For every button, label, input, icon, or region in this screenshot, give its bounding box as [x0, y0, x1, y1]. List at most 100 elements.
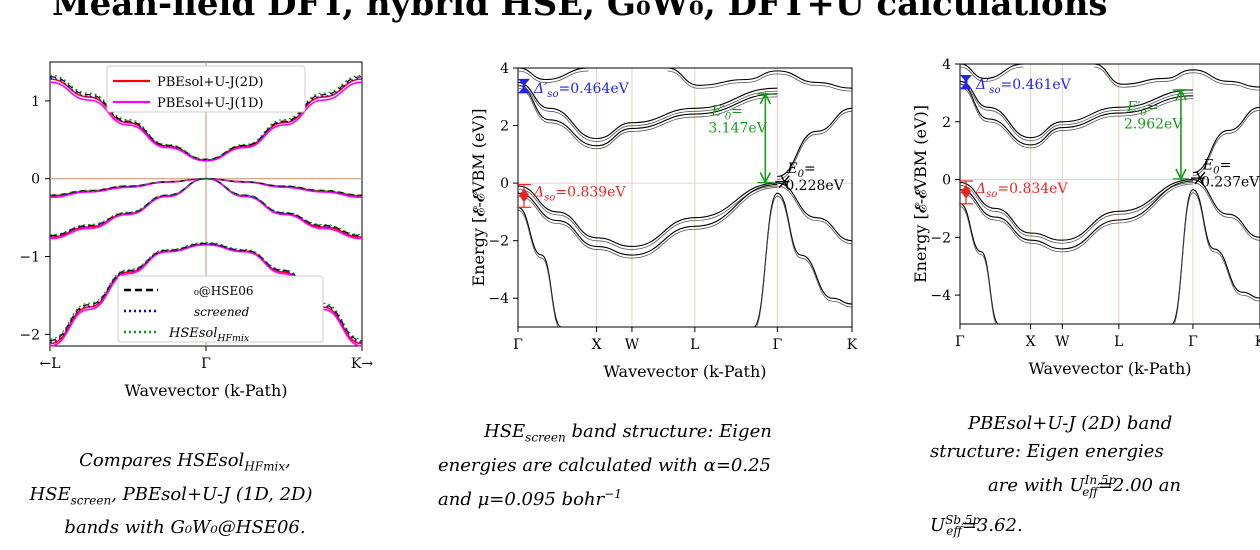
- xtick-label-1: ←L: [39, 356, 60, 372]
- ytick-label-1: −2: [19, 327, 40, 343]
- caption-2: HSEscreen band structure: Eigen energies…: [438, 418, 772, 514]
- plot-frame: [959, 63, 1260, 325]
- caption-2-line1-suffix: band structure: Eigen: [565, 421, 772, 442]
- caption-2-line3-sup: −1: [604, 486, 622, 501]
- gap-head: [759, 92, 772, 105]
- band-line: [1173, 192, 1260, 324]
- xtick-label: W: [625, 337, 640, 353]
- legend-bottom-1: [117, 275, 324, 343]
- e0-label: E0=: [1202, 157, 1231, 176]
- gap-head: [1175, 88, 1187, 101]
- band-line: [518, 68, 589, 81]
- band-line: [1192, 109, 1260, 177]
- band-line: [518, 187, 778, 259]
- e0-value: 0.228eV: [785, 178, 844, 194]
- xlabel: Wavevector (k-Path): [1029, 359, 1192, 378]
- gap-value: 2.962eV: [1124, 117, 1183, 133]
- caption-3-line2: structure: Eigen energies: [930, 441, 1164, 462]
- page-title: Mean-field DFT, hybrid HSE, G₀W₀, DFT+U …: [52, 0, 1108, 24]
- caption-1-line2-prefix: HSE: [29, 483, 71, 505]
- ytick-label: −2: [930, 230, 951, 246]
- band-line: [960, 202, 1000, 324]
- caption-1-line3: bands with G₀W₀@HSE06.: [64, 517, 306, 539]
- band-line: [960, 206, 997, 324]
- band-line-1: [49, 178, 363, 237]
- caption-3-line1: PBEsol+U-J (2D) band: [968, 413, 1173, 434]
- xtick-label: Γ: [955, 334, 965, 350]
- so-prime-head: [960, 82, 972, 90]
- caption-1-line2-sub: screen: [70, 493, 112, 508]
- legend-label-1: ₀@HSE06: [194, 284, 254, 298]
- band-line: [960, 183, 1193, 253]
- band-line: [518, 209, 559, 327]
- xtick-label: Γ: [772, 337, 782, 353]
- ytick-label: 4: [500, 61, 509, 77]
- xtick-label-1: K→: [351, 356, 373, 372]
- band-line: [777, 185, 852, 245]
- caption-3-line3: are with U: [988, 475, 1085, 496]
- band-line: [518, 70, 589, 83]
- caption-3-line3-suffix: =2.00 an: [1097, 475, 1182, 496]
- so-diamond: [961, 184, 971, 199]
- e0-mark: [778, 175, 790, 189]
- band-line: [960, 180, 1193, 250]
- band-line: [518, 182, 778, 247]
- band-line: [1192, 182, 1260, 241]
- plot-frame: [517, 67, 853, 328]
- band-line: [960, 86, 1193, 149]
- band-line: [1094, 66, 1260, 91]
- xtick-label: K: [847, 337, 858, 353]
- band-line-1: [49, 81, 363, 162]
- caption-1: Compares HSEsolHFmix, HSEscreen, PBEsol+…: [0, 447, 370, 542]
- so-prime-label: Δ′so=0.461eV: [975, 77, 1072, 96]
- legend-top-1: [106, 65, 306, 113]
- ytick-label-1: 1: [31, 94, 40, 110]
- e0-mark: [1194, 171, 1206, 185]
- legend-label-1: PBEsol+U-J(2D): [157, 75, 264, 90]
- band-line-1: [49, 243, 363, 343]
- gap-value: 3.147eV: [708, 120, 767, 136]
- gap-head: [759, 172, 772, 185]
- xtick-label: Γ: [513, 337, 523, 353]
- band-line: [960, 83, 1193, 146]
- band-line: [960, 179, 1193, 241]
- xlabel-1: Wavevector (k-Path): [125, 381, 288, 400]
- caption-2-line2: energies are calculated with α=0.25: [438, 454, 771, 476]
- xtick-label: K: [1255, 334, 1260, 350]
- band-line: [518, 185, 778, 250]
- xtick-label: X: [592, 337, 602, 353]
- caption-1-line2-suffix: , PBEsol+U-J (1D, 2D): [111, 483, 313, 505]
- ytick-label: −4: [930, 288, 951, 304]
- ytick-label-1: 0: [31, 172, 40, 188]
- caption-3-line4-sub: eff: [946, 524, 962, 539]
- band-line: [518, 206, 562, 327]
- band-line: [1094, 64, 1260, 88]
- ytick-label: 0: [500, 176, 509, 192]
- ytick-label: 0: [942, 173, 951, 189]
- so-prime-head: [960, 74, 972, 82]
- gap-label: E′0=: [710, 103, 743, 122]
- band-line: [777, 107, 852, 178]
- ytick-label: 4: [942, 57, 951, 73]
- caption-3-line3-sup: In,5p: [1084, 473, 1117, 487]
- band-line-1: [49, 76, 363, 160]
- band-line: [1192, 106, 1260, 174]
- band-line: [756, 195, 852, 327]
- band-line-1: [49, 77, 363, 161]
- band-line: [960, 80, 1193, 139]
- legend-label-1: screened: [194, 305, 250, 319]
- band-line-1: [49, 178, 363, 237]
- xtick-label: Γ: [1188, 334, 1198, 350]
- band-line: [667, 70, 852, 92]
- xlabel: Wavevector (k-Path): [604, 362, 767, 381]
- xtick-label-1: Γ: [201, 356, 211, 372]
- caption-1-line1-prefix: Compares HSEsol: [79, 450, 245, 471]
- so-label: Δso=0.839eV: [533, 185, 626, 204]
- band-line: [518, 81, 778, 140]
- xtick-label: W: [1055, 334, 1070, 350]
- so-prime-head: [518, 78, 530, 86]
- band-line: [518, 84, 778, 142]
- caption-2-line1-prefix: HSE: [484, 421, 526, 442]
